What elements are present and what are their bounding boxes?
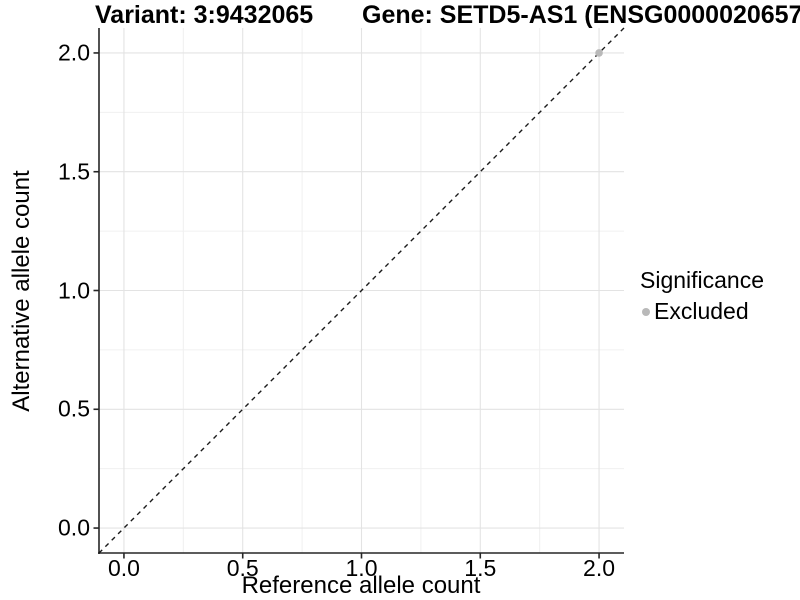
legend-item-label: Excluded	[654, 298, 749, 324]
plot-title-variant: Variant: 3:9432065	[95, 1, 314, 29]
y-tick-label: 0.0	[58, 514, 90, 541]
y-tick-label: 0.5	[58, 395, 90, 422]
y-tick-label: 1.0	[58, 277, 90, 303]
x-tick-label: 2.0	[583, 555, 616, 581]
y-tick-label: 2.0	[58, 39, 90, 66]
legend: Significance Excluded	[640, 269, 764, 323]
x-tick-label: 0.5	[226, 555, 259, 581]
data-point-excluded	[595, 49, 603, 57]
x-tick-label: 1.5	[464, 555, 497, 581]
legend-key-dot-icon	[642, 307, 650, 316]
y-tick-label: 1.5	[58, 158, 90, 185]
y-axis-title: Alternative allele count	[8, 170, 35, 412]
legend-item-excluded: Excluded	[642, 300, 764, 323]
x-axis-title: Reference allele count	[241, 572, 481, 599]
plot-title-gene: Gene: SETD5-AS1 (ENSG00000206573)	[362, 1, 800, 29]
identity-dashed-line	[98, 27, 625, 554]
x-tick-label: 1.0	[345, 555, 378, 581]
legend-title: Significance	[640, 267, 765, 293]
x-tick-label: 0.0	[107, 555, 140, 581]
